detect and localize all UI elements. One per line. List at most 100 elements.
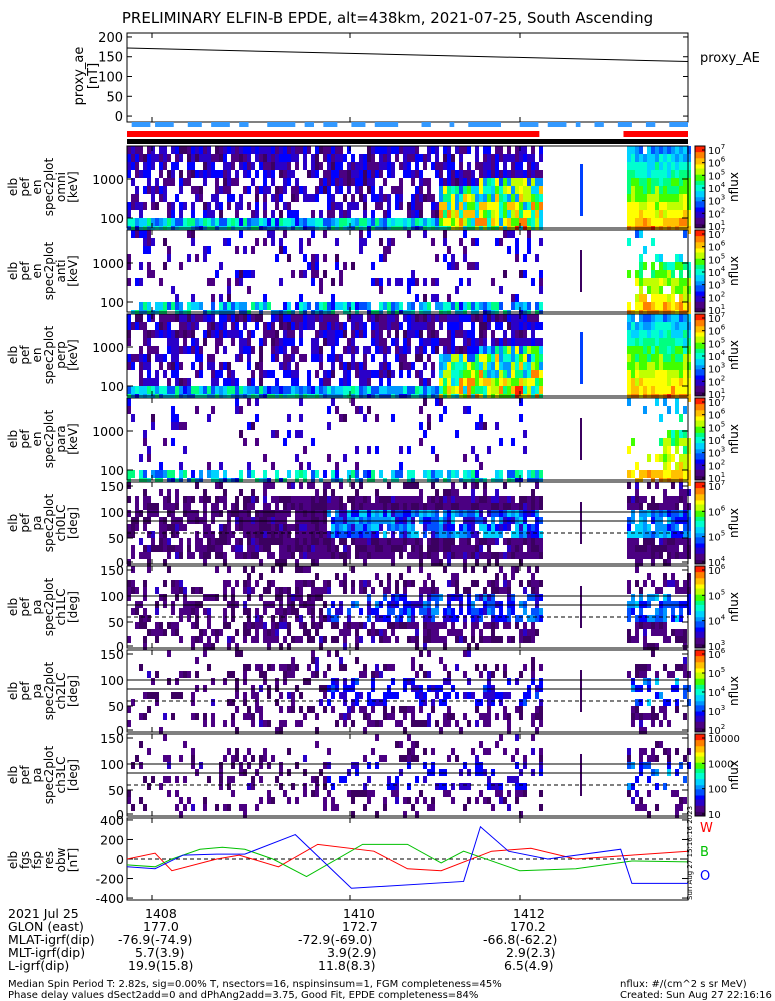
cell	[359, 538, 363, 545]
cell	[299, 566, 303, 573]
cell	[451, 510, 455, 517]
cell	[359, 608, 363, 615]
cell	[411, 580, 415, 587]
cell	[491, 170, 495, 178]
cell	[331, 154, 335, 162]
cell	[635, 146, 639, 154]
cell	[399, 186, 403, 194]
cell	[635, 210, 639, 218]
cell	[163, 503, 167, 510]
cell	[287, 370, 291, 378]
cell	[483, 422, 487, 430]
cell	[655, 338, 659, 346]
cell	[511, 636, 515, 643]
cell	[539, 370, 543, 378]
cell	[143, 643, 147, 650]
cell	[675, 210, 679, 218]
cell	[151, 538, 155, 545]
cell	[403, 594, 407, 601]
cell	[343, 580, 347, 587]
cell	[519, 531, 523, 538]
cell	[271, 170, 275, 178]
cell	[371, 552, 375, 559]
cell	[179, 202, 183, 210]
cell	[371, 186, 375, 194]
gap-line	[580, 164, 583, 216]
cell	[419, 545, 423, 552]
cell	[667, 322, 671, 330]
cell	[675, 354, 679, 362]
blue-segment	[239, 122, 248, 127]
cell	[171, 302, 175, 310]
cell	[439, 178, 443, 186]
cell	[643, 302, 647, 310]
cell	[235, 552, 239, 559]
cell	[319, 178, 323, 186]
cell	[223, 186, 227, 194]
cell	[139, 202, 143, 210]
y-tick-label: 100	[100, 295, 124, 310]
cell	[291, 270, 295, 278]
cell	[459, 510, 463, 517]
cell	[131, 154, 135, 162]
cell	[311, 503, 315, 510]
cell	[639, 146, 643, 154]
cell	[531, 587, 535, 594]
cell	[507, 210, 511, 218]
cell	[151, 162, 155, 170]
cell	[483, 322, 487, 330]
cell	[327, 386, 331, 394]
cell	[403, 587, 407, 594]
cell	[215, 322, 219, 330]
cell	[671, 524, 675, 531]
cell	[247, 594, 251, 601]
cell	[351, 178, 355, 186]
cell	[187, 178, 191, 186]
cell	[263, 470, 267, 478]
cell	[367, 406, 371, 414]
cell	[387, 194, 391, 202]
cell	[387, 238, 391, 246]
cell	[535, 594, 539, 601]
cell	[327, 510, 331, 517]
cell	[635, 162, 639, 170]
cell	[379, 302, 383, 310]
cell	[663, 503, 667, 510]
cell	[163, 594, 167, 601]
cell	[219, 154, 223, 162]
cell	[483, 146, 487, 154]
cell	[459, 545, 463, 552]
cell	[443, 378, 447, 386]
cell	[515, 362, 519, 370]
cell	[443, 314, 447, 322]
cell	[527, 170, 531, 178]
cell	[523, 330, 527, 338]
cell	[675, 162, 679, 170]
cell	[495, 503, 499, 510]
cell	[223, 154, 227, 162]
cell	[487, 170, 491, 178]
cell	[667, 406, 671, 414]
cell	[419, 330, 423, 338]
cell	[467, 338, 471, 346]
cell	[675, 378, 679, 386]
cell	[371, 622, 375, 629]
cell	[415, 386, 419, 394]
cell	[419, 538, 423, 545]
cell	[659, 378, 663, 386]
cell	[135, 622, 139, 629]
cell	[523, 524, 527, 531]
cell	[267, 482, 271, 489]
cell	[479, 462, 483, 470]
cell	[655, 322, 659, 330]
cell	[683, 386, 687, 394]
cell	[387, 636, 391, 643]
cell	[319, 538, 323, 545]
cell	[659, 154, 663, 162]
cell	[451, 154, 455, 162]
cell	[631, 531, 635, 538]
cell	[407, 338, 411, 346]
cell	[431, 470, 435, 478]
cell	[339, 278, 343, 286]
cell	[255, 238, 259, 246]
